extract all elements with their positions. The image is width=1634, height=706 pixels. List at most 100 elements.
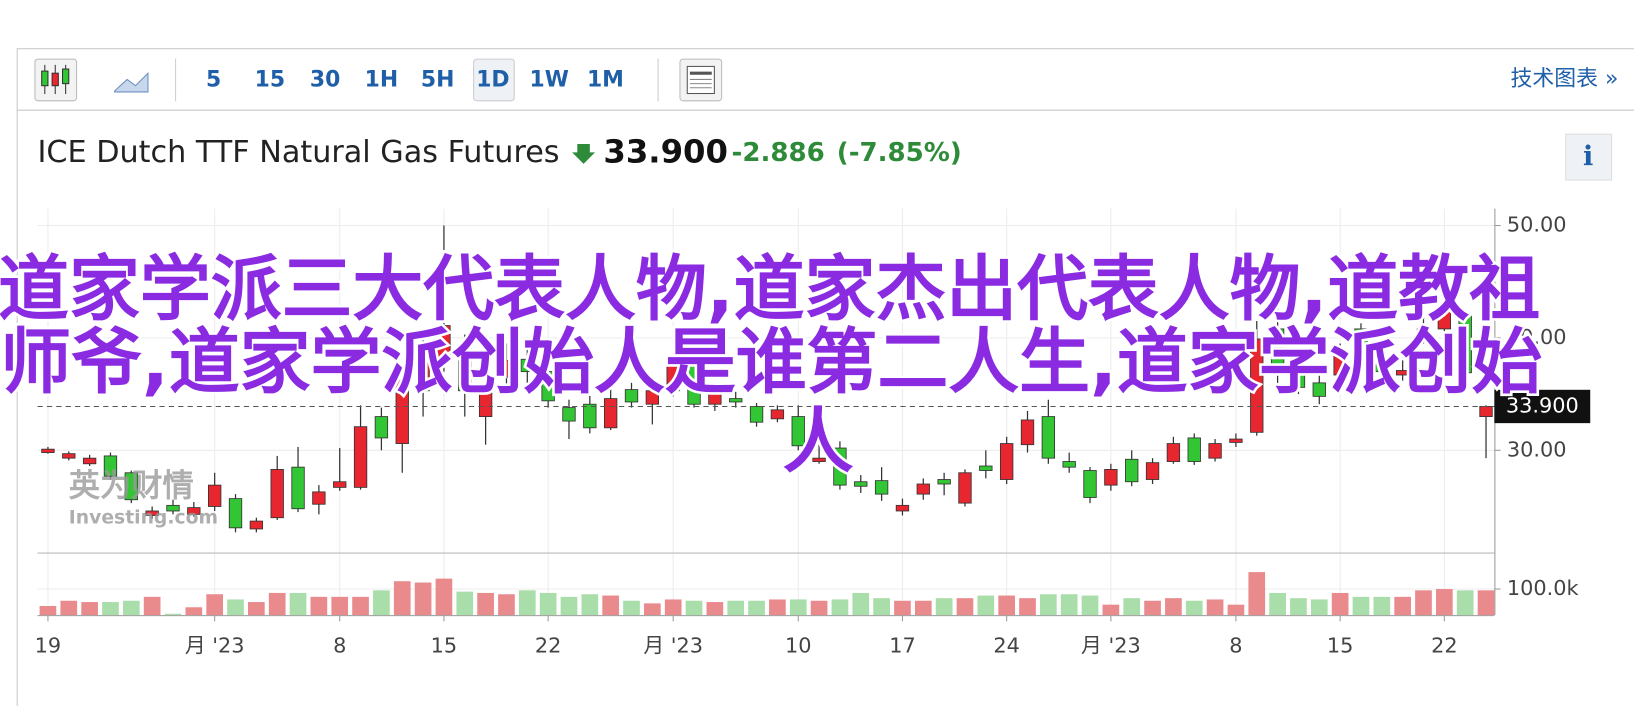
volume-bar	[748, 600, 765, 616]
volume-bar	[164, 613, 182, 616]
interval-button[interactable]: 1M	[587, 67, 624, 92]
volume-bar	[39, 605, 57, 616]
volume-bar	[852, 592, 870, 616]
plot-area: 19 月 '23 8 15 22 月 '23 10 17 24 月 '23 8 15 22 30.00 40…	[35, 208, 1591, 657]
interval-button[interactable]: 1D	[476, 67, 509, 92]
candle-body	[562, 407, 576, 422]
candle-body	[1187, 437, 1201, 462]
volume-bar	[1123, 598, 1141, 616]
candle-body	[437, 325, 451, 359]
volume-bar	[1206, 599, 1224, 616]
candle-body	[1395, 370, 1410, 376]
x-tick-label: 17	[889, 633, 916, 657]
candle-body	[874, 480, 889, 495]
volume-bar	[498, 594, 515, 616]
volume-bar	[1269, 592, 1286, 616]
candle-body	[458, 348, 472, 392]
volume-bar	[414, 582, 432, 616]
candle-body	[291, 466, 305, 510]
volume-bar	[560, 596, 578, 616]
candle-body	[1375, 364, 1389, 373]
candle-body	[353, 426, 368, 488]
volume-bar	[1102, 604, 1120, 616]
candle-body	[958, 472, 972, 504]
interval-button[interactable]: 1W	[530, 67, 569, 92]
volume-bar	[143, 596, 161, 616]
volume-bar	[227, 599, 244, 616]
candle-body	[1354, 328, 1368, 360]
candle-body	[1125, 458, 1139, 483]
x-tick-label: 24	[993, 633, 1020, 657]
candle-body	[499, 359, 514, 378]
x-tick-label: 15	[431, 633, 458, 657]
volume-bar	[310, 596, 328, 616]
candle-body	[1437, 307, 1452, 330]
candle-body	[791, 416, 805, 447]
volume-bar	[769, 599, 786, 616]
volume-bar	[977, 595, 995, 616]
volume-bar	[602, 595, 620, 616]
price-change-percent: (-7.85%)	[837, 138, 962, 168]
volume-bar	[1185, 600, 1203, 616]
volume-bar	[1040, 594, 1057, 616]
candle-body	[937, 479, 951, 485]
candle-body	[374, 416, 389, 439]
volume-bar	[1310, 599, 1328, 616]
volume-bar	[685, 600, 703, 616]
volume-bar	[1227, 604, 1245, 616]
volume-bar	[477, 592, 494, 616]
volume-bar	[727, 600, 745, 616]
interval-button[interactable]: 1H	[365, 67, 399, 92]
candle-body	[541, 371, 555, 402]
volume-bar	[1331, 592, 1349, 616]
candle-body	[603, 398, 618, 429]
candle-body	[103, 455, 118, 477]
volume-bar	[1456, 590, 1474, 616]
overlay-line: 师爷,道家学派创始人是谁第二人生,道家学派创始	[0, 321, 1542, 404]
interval-button[interactable]: 5H	[421, 67, 455, 92]
volume-bar	[1477, 590, 1495, 616]
candle-body	[145, 510, 159, 516]
volume-bar	[706, 602, 724, 616]
interval-button[interactable]: 5	[206, 67, 221, 92]
volume-bar	[331, 596, 349, 616]
volume-bar	[956, 598, 974, 616]
volume-bar	[1290, 598, 1307, 616]
x-tick-label: 月 '23	[185, 633, 245, 657]
candle-body	[1166, 443, 1181, 462]
candle-body	[979, 465, 993, 471]
volume-bar	[1415, 590, 1432, 616]
volume-bar	[122, 600, 140, 616]
x-tick-label: 8	[1229, 633, 1242, 657]
area-icon-button[interactable]	[114, 71, 149, 93]
candle-body	[270, 468, 284, 519]
interval-button[interactable]: 15	[255, 67, 285, 92]
candle-icon-button[interactable]	[34, 58, 78, 102]
volume-bar	[435, 578, 453, 616]
candle-body	[583, 403, 597, 429]
candle-body	[1104, 468, 1118, 486]
x-tick-label: 10	[785, 633, 812, 657]
overlay-text: 道家学派三大代表人物,道家杰出代表人物,道教祖师爷,道家学派创始人是谁第二人生,…	[0, 245, 1545, 485]
volume-bar	[456, 591, 474, 616]
info-button[interactable]	[1565, 133, 1613, 181]
x-tick-label: 19	[35, 633, 62, 657]
table-icon-button[interactable]	[679, 58, 723, 102]
tech-chart-link[interactable]: 技术图表 »	[1511, 66, 1619, 91]
price-tag-label: 33.900	[1506, 393, 1579, 417]
candle-body	[812, 457, 826, 462]
volume-bar	[664, 599, 682, 616]
interval-group: 5 15 30 1H 5H 1D 1W 1M	[206, 67, 624, 92]
volume-bar	[352, 596, 369, 616]
volume-bar	[373, 590, 390, 616]
candle-body	[854, 481, 868, 487]
interval-button[interactable]: 30	[310, 67, 340, 92]
candle-body	[916, 483, 930, 495]
x-tick-label: 月 '23	[643, 633, 703, 657]
volume-bar	[1248, 572, 1266, 616]
volume-bar	[60, 600, 78, 616]
candle-body	[1333, 352, 1347, 376]
volume-bar	[873, 598, 890, 616]
candle-body	[520, 358, 534, 373]
